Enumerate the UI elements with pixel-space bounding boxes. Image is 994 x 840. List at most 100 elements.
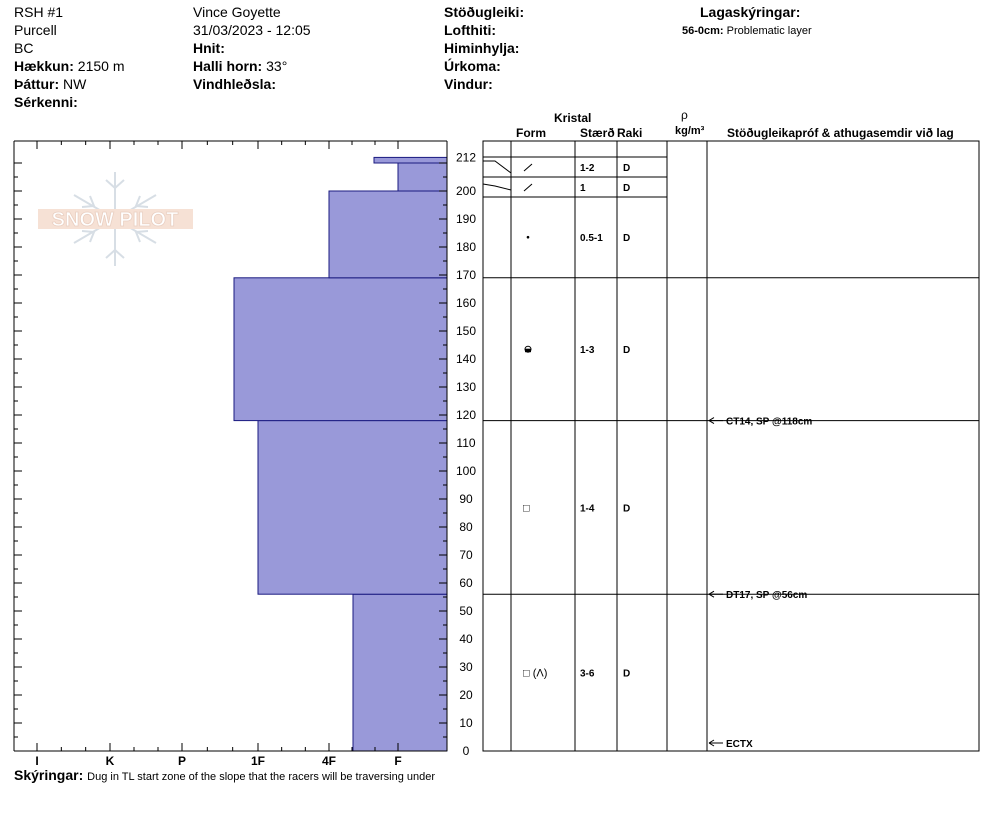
region: BC bbox=[14, 40, 34, 56]
moisture-label: D bbox=[623, 503, 630, 514]
sky-label: Himinhylja: bbox=[444, 40, 520, 56]
comments-text: Dug in TL start zone of the slope that t… bbox=[87, 771, 436, 783]
observation-datetime: 31/03/2023 - 12:05 bbox=[193, 22, 311, 38]
features-label: Sérkenni: bbox=[14, 94, 78, 110]
y-tick-label-9: 90 bbox=[459, 492, 473, 506]
hardness-bar-0 bbox=[352, 593, 448, 752]
arrow-icon bbox=[708, 739, 715, 747]
layer-note-text: Problematic layer bbox=[726, 25, 812, 37]
y-tick-label-5: 50 bbox=[459, 604, 473, 618]
form-rounded-facet-fill bbox=[525, 348, 531, 353]
y-tick-label-3: 30 bbox=[459, 660, 473, 674]
y-tick-label-4: 40 bbox=[459, 632, 473, 646]
y-tick-label-10: 100 bbox=[456, 464, 476, 478]
hardness-bar-5 bbox=[373, 156, 448, 164]
x-tick-label-5: F bbox=[394, 754, 401, 768]
y-tick-label-19: 190 bbox=[456, 212, 476, 226]
y-tick-label-8: 80 bbox=[459, 520, 473, 534]
arrow-icon bbox=[708, 417, 715, 425]
y-tick-label-1: 10 bbox=[459, 716, 473, 730]
y-tick-label-6: 60 bbox=[459, 576, 473, 590]
test-label-2: ECTX bbox=[726, 739, 753, 750]
header-tests: Stöðugleikapróf & athugasemdir við lag bbox=[727, 126, 954, 140]
size-label: 1-2 bbox=[580, 163, 595, 174]
wind-loading-label: Vindhleðsla: bbox=[193, 76, 276, 92]
test-label-1: DT17, SP @56cm bbox=[726, 590, 807, 601]
elevation-value: 2150 m bbox=[77, 58, 125, 74]
y-tick-label-7: 70 bbox=[459, 548, 473, 562]
aspect-label: Þáttur: bbox=[14, 76, 60, 92]
legend-title: Lagaskýringar: bbox=[700, 4, 801, 20]
y-tick-label-2: 20 bbox=[459, 688, 473, 702]
form-fragmented-icon bbox=[523, 163, 533, 172]
y-tick-label-0: 0 bbox=[463, 744, 470, 758]
slope-row: Halli horn: 33° bbox=[193, 58, 287, 74]
size-label: 1-3 bbox=[580, 345, 595, 356]
y-tick-label-21: 212 bbox=[456, 150, 476, 164]
y-tick-label-18: 180 bbox=[456, 240, 476, 254]
aspect-value: NW bbox=[63, 76, 87, 92]
observer-name: Vince Goyette bbox=[193, 4, 281, 20]
moisture-label: D bbox=[623, 669, 630, 680]
hardness-bar-4 bbox=[397, 162, 448, 192]
size-label: 1-4 bbox=[580, 503, 595, 514]
size-label: 1 bbox=[580, 183, 586, 194]
x-tick-label-3: 1F bbox=[251, 754, 265, 768]
stability-label: Stöðugleiki: bbox=[444, 4, 525, 20]
slope-label: Halli horn: bbox=[193, 58, 263, 74]
y-tick-label-13: 130 bbox=[456, 380, 476, 394]
snowpilot-watermark: SNOW PILOT bbox=[38, 172, 193, 266]
site-name: RSH #1 bbox=[14, 4, 64, 20]
connector-line bbox=[483, 160, 512, 174]
aspect-row: Þáttur: NW bbox=[14, 76, 86, 92]
air-temp-label: Lofthiti: bbox=[444, 22, 497, 38]
header-density-unit: kg/m³ bbox=[675, 125, 705, 137]
moisture-label: D bbox=[623, 163, 630, 174]
y-tick-label-17: 170 bbox=[456, 268, 476, 282]
comments-row: Skýringar: Dug in TL start zone of the s… bbox=[14, 767, 435, 783]
x-tick-label-4: 4F bbox=[322, 754, 336, 768]
header-size: Stærð bbox=[580, 126, 615, 140]
elevation-row: Hækkun: 2150 m bbox=[14, 58, 125, 74]
size-label: 0.5-1 bbox=[580, 233, 603, 244]
slope-value: 33° bbox=[266, 58, 288, 74]
y-tick-label-20: 200 bbox=[456, 184, 476, 198]
y-tick-label-11: 110 bbox=[456, 436, 475, 450]
form-label: □ (Λ) bbox=[523, 668, 547, 680]
arrow-icon bbox=[708, 590, 715, 598]
y-tick-label-16: 160 bbox=[456, 296, 476, 310]
form-fragmented-icon bbox=[523, 183, 533, 192]
moisture-label: D bbox=[623, 183, 630, 194]
connector-line bbox=[482, 183, 512, 191]
layer-note-depth: 56-0cm: bbox=[682, 25, 724, 37]
elevation-label: Hækkun: bbox=[14, 58, 74, 74]
mountain-range: Purcell bbox=[14, 22, 57, 38]
x-tick-label-2: P bbox=[178, 754, 186, 768]
hardness-bar-3 bbox=[328, 190, 448, 279]
header-form: Form bbox=[516, 126, 546, 140]
watermark-text: SNOW PILOT bbox=[52, 209, 179, 231]
moisture-label: D bbox=[623, 233, 630, 244]
coords-label: Hnit: bbox=[193, 40, 225, 56]
y-tick-label-15: 150 bbox=[456, 324, 476, 338]
form-dot-icon bbox=[526, 235, 530, 239]
layer-note: 56-0cm: Problematic layer bbox=[682, 25, 812, 37]
hardness-bar-2 bbox=[233, 277, 448, 422]
y-tick-label-14: 140 bbox=[456, 352, 476, 366]
test-label-0: CT14, SP @118cm bbox=[726, 417, 812, 428]
comments-label: Skýringar: bbox=[14, 767, 84, 783]
precip-label: Úrkoma: bbox=[444, 58, 501, 74]
size-label: 3-6 bbox=[580, 669, 595, 680]
header-rho: ρ bbox=[681, 108, 688, 122]
wind-label: Vindur: bbox=[444, 76, 493, 92]
watermark-band bbox=[38, 209, 193, 229]
header-crystal: Kristal bbox=[554, 111, 592, 125]
y-tick-label-12: 120 bbox=[456, 408, 476, 422]
layer-table-frame bbox=[482, 140, 980, 752]
x-tick-label-0: I bbox=[35, 754, 38, 768]
header-moisture: Raki bbox=[617, 126, 643, 140]
form-label: □ bbox=[523, 502, 530, 514]
x-tick-label-1: K bbox=[106, 754, 115, 768]
moisture-label: D bbox=[623, 345, 630, 356]
